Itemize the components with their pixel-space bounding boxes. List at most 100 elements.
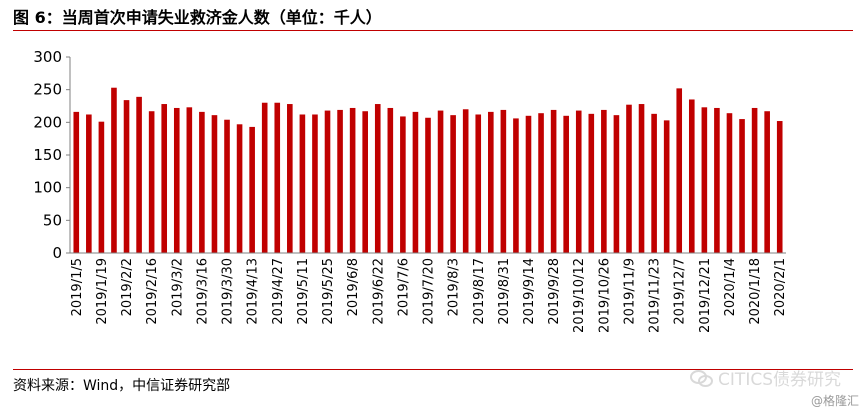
bar-2019/12/28 <box>714 107 720 254</box>
bar-2019/7/27 <box>437 110 444 253</box>
x-tick-label: 2019/12/7 <box>673 258 688 325</box>
watermark-site: @格隆汇 <box>810 394 859 408</box>
x-tick-label: 2019/9/14 <box>522 258 537 325</box>
x-tick-label: 2019/4/27 <box>271 258 286 325</box>
bar-2019/12/14 <box>688 99 695 253</box>
source-rule <box>13 369 853 370</box>
x-tick-label: 2019/11/9 <box>622 258 637 325</box>
x-tick-label: 2019/8/3 <box>447 258 462 316</box>
bar-2019/1/12 <box>86 114 92 254</box>
wechat-icon <box>690 369 714 387</box>
bar-2019/8/3 <box>450 115 456 254</box>
bar-2020/1/25 <box>764 111 770 253</box>
bar-2019/3/16 <box>199 111 205 253</box>
bar-2019/10/12 <box>575 110 582 253</box>
bar-2019/4/6 <box>236 124 243 253</box>
y-axis: 0 50 100 150 200 250 300 <box>33 48 71 262</box>
x-tick-label: 2019/10/12 <box>572 258 587 333</box>
y-tick-label: 0 <box>52 244 62 262</box>
bar-2019/2/23 <box>161 104 168 253</box>
bar-2019/7/20 <box>425 117 431 253</box>
bar-2019/9/7 <box>513 118 519 253</box>
bar-2019/12/21 <box>701 107 708 253</box>
bar-2019/10/19 <box>588 113 595 253</box>
bar-2019/11/23 <box>651 113 657 253</box>
bar-2019/3/23 <box>211 115 218 254</box>
bar-2019/3/2 <box>173 107 180 254</box>
y-tick-label: 200 <box>33 113 62 131</box>
y-tick-label: 150 <box>33 146 62 164</box>
bar-2020/1/4 <box>726 113 733 253</box>
x-tick-label: 2019/8/17 <box>472 258 487 325</box>
title-rule <box>13 30 853 31</box>
bar-2019/6/1 <box>337 109 343 253</box>
bar-2019/6/8 <box>349 107 356 254</box>
x-tick-label: 2019/2/16 <box>145 258 160 325</box>
x-tick-label: 2019/12/21 <box>698 258 713 333</box>
bar-2019/8/10 <box>462 109 469 254</box>
bar-2019/8/17 <box>475 114 482 254</box>
bar-2019/5/25 <box>324 110 331 253</box>
y-tick-label: 50 <box>43 211 62 229</box>
bar-2019/12/7 <box>676 88 683 253</box>
bar-2019/7/6 <box>400 116 406 253</box>
x-tick-label: 2019/7/6 <box>396 258 411 316</box>
bar-2019/1/26 <box>111 87 117 254</box>
bar-2019/9/21 <box>538 113 544 253</box>
bars <box>73 87 783 254</box>
x-tick-label: 2019/6/8 <box>346 258 361 316</box>
x-tick-label: 2019/9/28 <box>547 258 562 325</box>
y-tick-label: 100 <box>33 179 62 197</box>
y-tick-label: 300 <box>33 48 62 66</box>
bar-2019/8/24 <box>488 111 494 253</box>
bar-2019/6/22 <box>374 104 381 253</box>
bar-2019/6/29 <box>387 107 394 254</box>
x-tick-label: 2019/3/30 <box>221 258 236 325</box>
bar-2019/5/18 <box>312 114 318 254</box>
x-tick-label: 2019/6/22 <box>371 258 386 325</box>
x-tick-label: 2019/5/25 <box>321 258 336 325</box>
bar-2019/6/15 <box>362 111 368 253</box>
x-tick-label: 2019/5/11 <box>296 258 311 325</box>
x-tick-label: 2019/8/31 <box>497 258 512 325</box>
figure-title: 图 6：当周首次申请失业救济金人数（单位：千人） <box>13 8 382 27</box>
x-tick-label: 2019/4/13 <box>246 258 261 325</box>
bar-2019/11/16 <box>638 104 645 253</box>
x-axis: 2019/1/5 2019/1/19 2019/2/2 2019/2/16 2019/3… <box>70 252 788 333</box>
bar-2019/10/5 <box>563 115 569 253</box>
x-tick-label: 2020/1/4 <box>723 258 738 316</box>
x-tick-label: 2019/7/20 <box>422 258 437 325</box>
bar-2020/1/18 <box>751 107 758 254</box>
x-tick-label: 2019/1/19 <box>95 258 110 325</box>
bar-2019/1/19 <box>98 121 105 254</box>
bar-2019/4/20 <box>261 102 268 253</box>
x-tick-label: 2019/2/2 <box>120 258 135 316</box>
bar-2019/10/26 <box>601 109 607 253</box>
x-tick-label: 2019/10/26 <box>597 258 612 333</box>
x-tick-label: 2019/1/5 <box>70 258 85 316</box>
y-tick-label: 250 <box>33 81 62 99</box>
watermark-brand: CITICS债券研究 <box>718 370 841 390</box>
bar-2019/7/13 <box>412 111 419 253</box>
x-tick-label: 2019/3/2 <box>170 258 185 316</box>
watermark: CITICS债券研究 <box>690 365 841 390</box>
x-tick-label: 2020/2/1 <box>773 258 788 316</box>
bar-2019/2/16 <box>148 111 155 253</box>
x-tick-label: 2019/11/23 <box>648 258 663 333</box>
bar-2019/4/13 <box>249 126 255 253</box>
bar-2020/2/1 <box>776 121 783 253</box>
source-note: 资料来源：Wind，中信证券研究部 <box>13 378 231 394</box>
bar-2019/9/14 <box>525 115 532 253</box>
bar-2019/11/30 <box>663 120 670 254</box>
bar-2019/5/11 <box>299 114 306 254</box>
bar-2020/1/11 <box>739 119 745 253</box>
x-tick-label: 2020/1/18 <box>748 258 763 325</box>
x-tick-label: 2019/3/16 <box>195 258 210 325</box>
bar-2019/2/9 <box>136 96 142 253</box>
bar-2019/4/27 <box>274 102 281 253</box>
bar-2019/1/5 <box>73 111 80 253</box>
bar-2019/2/2 <box>123 100 130 254</box>
bar-2019/8/31 <box>500 109 507 253</box>
bar-2019/3/9 <box>186 107 193 253</box>
